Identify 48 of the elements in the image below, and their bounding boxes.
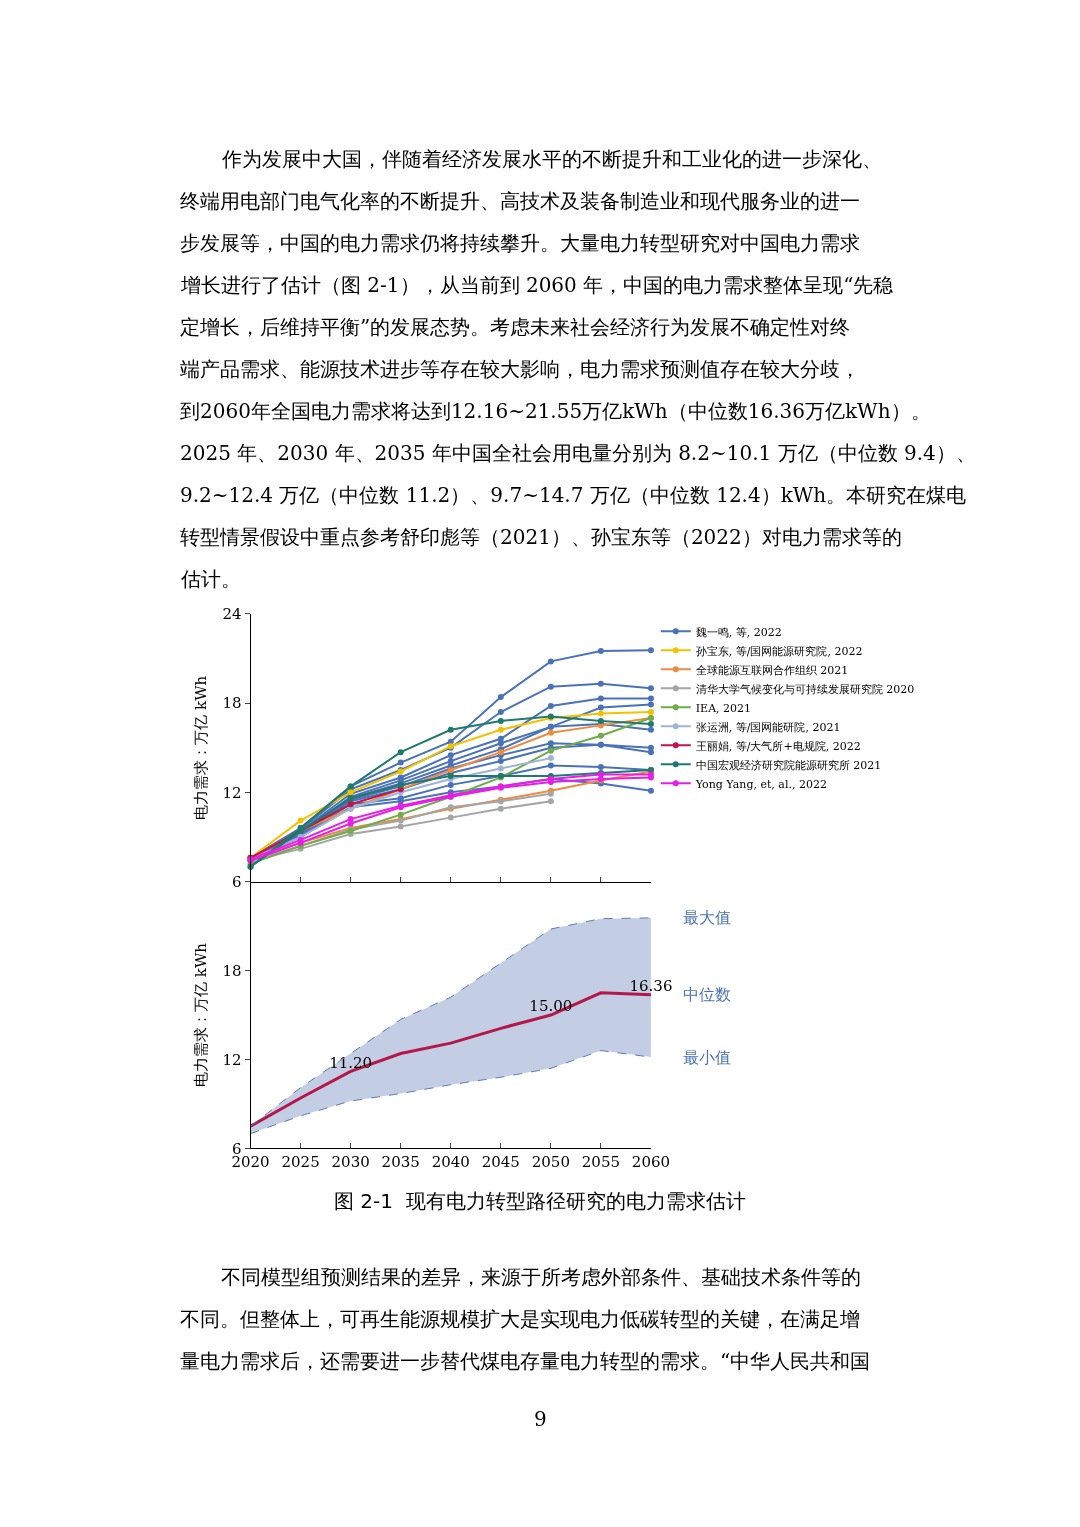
text: 中位数 bbox=[683, 985, 731, 1004]
text: 不同。但整体上，可再生能源规模扩大是实现电力低碳转型的关键，在满足增 bbox=[180, 1307, 860, 1331]
legend-label: 全球能源互联网合作组织 2021 bbox=[695, 663, 849, 677]
y-tick-label: 12 bbox=[222, 1050, 242, 1069]
x-tick-label: 2025 bbox=[281, 1153, 320, 1172]
y-tick-label: 6 bbox=[232, 872, 242, 891]
data-label: 16.36 bbox=[629, 977, 673, 996]
text: 端产品需求、能源技术进步等存在较大影响，电力需求预测值存在较大分歧， bbox=[180, 357, 860, 381]
y-tick-label: 24 bbox=[222, 605, 242, 624]
text: 终端用电部门电气化率的不断提升、高技术及装备制造业和现代服务业的进一 bbox=[180, 189, 860, 213]
data-label: 15.00 bbox=[529, 997, 573, 1016]
y-tick-label: 18 bbox=[222, 961, 242, 980]
text: 最小值 bbox=[683, 1048, 731, 1067]
x-tick-label: 2055 bbox=[581, 1153, 620, 1172]
data-label: 11.20 bbox=[329, 1053, 373, 1072]
text: 作为发展中大国，伴随着经济发展水平的不断提升和工业化的进一步深化、 bbox=[221, 147, 882, 171]
text: 量电力需求后，还需要进一步替代煤电存量电力转型的需求。“中华人民共和国 bbox=[180, 1349, 871, 1373]
text: 2025 年、2030 年、2035 年中国全社会用电量分别为 8.2~10.1 万亿（中位数 9.4）、 bbox=[180, 441, 976, 465]
legend-label: 魏一鸣, 等, 2022 bbox=[695, 625, 782, 639]
legend-label: 王丽娟, 等/大气所+电规院, 2022 bbox=[695, 739, 861, 753]
x-tick-label: 2050 bbox=[531, 1153, 570, 1172]
y-axis-title: 电力需求：万亿 kWh bbox=[191, 675, 210, 820]
text: 不同模型组预测结果的差异，来源于所考虑外部条件、基础技术条件等的 bbox=[221, 1265, 861, 1289]
text: 定增长，后维持平衡”的发展态势。考虑未来社会经济行为发展不确定性对终 bbox=[180, 315, 851, 339]
y-tick-label: 18 bbox=[222, 694, 242, 713]
x-tick-label: 2040 bbox=[431, 1153, 470, 1172]
text: 转型情景假设中重点参考舒印彪等（2021）、孙宝东等（2022）对电力需求等的 bbox=[180, 525, 902, 549]
legend-label: 张运洲, 等/国网能研院, 2021 bbox=[695, 720, 841, 734]
text: 估计。 bbox=[180, 567, 241, 591]
text: 步发展等，中国的电力需求仍将持续攀升。大量电力转型研究对中国电力需求 bbox=[180, 231, 860, 255]
x-tick-label: 2035 bbox=[381, 1153, 420, 1172]
legend-label: 中国宏观经济研究院能源研究所 2021 bbox=[695, 758, 882, 772]
y-tick-label: 12 bbox=[222, 783, 242, 802]
legend-label: IEA, 2021 bbox=[695, 701, 752, 715]
legend-label: 孙宝东, 等/国网能源研究院, 2022 bbox=[695, 644, 863, 658]
text: 增长进行了估计（图 2-1），从当前到 2060 年，中国的电力需求整体呈现“先稳 bbox=[180, 273, 894, 297]
text: 9 bbox=[534, 1407, 547, 1431]
text: 到2060年全国电力需求将达到12.16~21.55万亿kWh（中位数16.36万亿kWh）。 bbox=[180, 399, 931, 423]
text: 最大值 bbox=[683, 908, 731, 927]
y-axis-title: 电力需求：万亿 kWh bbox=[191, 942, 210, 1087]
legend-label: 清华大学气候变化与可持续发展研究院 2020 bbox=[695, 682, 915, 696]
x-tick-label: 2060 bbox=[631, 1153, 671, 1172]
x-tick-label: 2030 bbox=[331, 1153, 370, 1172]
x-tick-label: 2020 bbox=[231, 1153, 270, 1172]
x-tick-label: 2045 bbox=[481, 1153, 520, 1172]
text: 9.2~12.4 万亿（中位数 11.2）、9.7~14.7 万亿（中位数 12.4）kWh。本研究在煤电 bbox=[180, 483, 967, 507]
text: 图 2-1 现有电力转型路径研究的电力需求估计 bbox=[334, 1189, 746, 1213]
legend-label: Yong Yang, et, al., 2022 bbox=[694, 777, 827, 791]
